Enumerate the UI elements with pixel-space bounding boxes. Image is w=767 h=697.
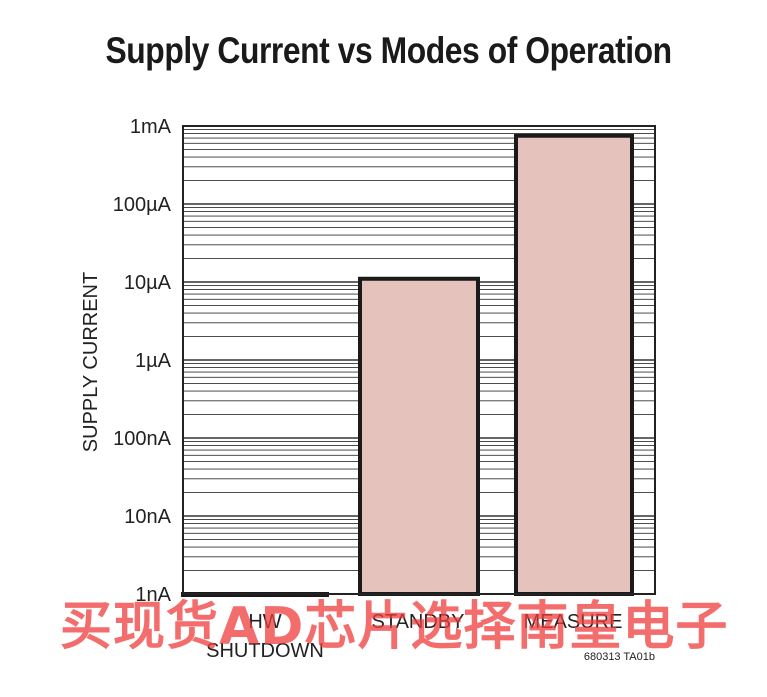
plot-frame bbox=[182, 125, 656, 595]
chart-title: Supply Current vs Modes of Operation bbox=[105, 30, 673, 71]
y-tick-label: 1µA bbox=[135, 350, 172, 372]
figure-id: 680313 TA01b bbox=[583, 651, 655, 663]
y-axis-label: SUPPLY CURRENT bbox=[80, 272, 102, 452]
x-tick-label: MEASURE bbox=[524, 611, 623, 633]
watermark: 买现货AD芯片选择南皇电子 bbox=[60, 597, 729, 657]
x-tick-label: HW bbox=[248, 611, 281, 633]
bar bbox=[358, 276, 480, 596]
y-tick-labels: 1nA 10nA 100nA 1µA 10µA 100µA 1mA bbox=[113, 116, 172, 606]
bars bbox=[181, 133, 634, 597]
y-tick-label: 10µA bbox=[124, 272, 172, 294]
y-tick-label: 100nA bbox=[113, 428, 171, 450]
x-tick-labels: HW SHUTDOWN STANDBY MEASURE bbox=[206, 611, 622, 662]
y-tick-label: 1mA bbox=[130, 116, 172, 138]
y-tick-label: 1nA bbox=[135, 584, 171, 606]
bar bbox=[514, 133, 634, 597]
x-tick-label: SHUTDOWN bbox=[206, 640, 324, 662]
y-tick-label: 10nA bbox=[124, 506, 171, 528]
x-tick-label: STANDBY bbox=[372, 611, 465, 633]
y-tick-label: 100µA bbox=[113, 194, 172, 216]
